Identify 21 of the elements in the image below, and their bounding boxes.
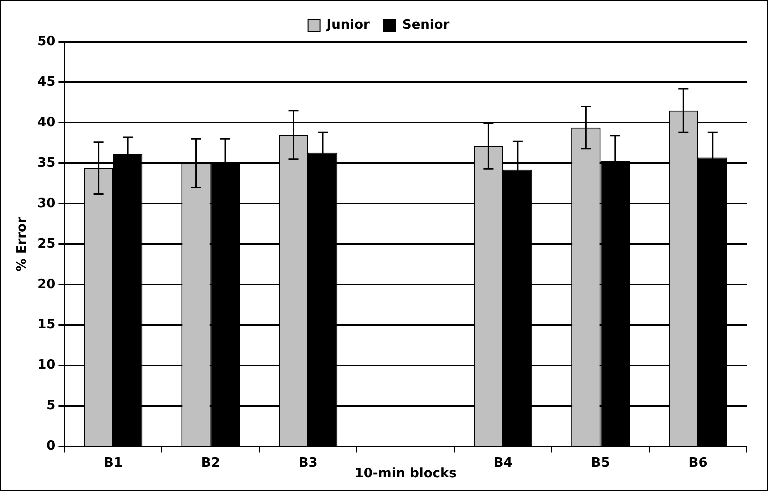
x-tick-label: B1 [104,456,123,471]
x-tick-label: B3 [298,456,318,471]
y-tick-label: 20 [38,277,56,292]
y-tick-label: 50 [38,34,56,50]
y-axis-title: % Error [15,216,30,272]
x-axis-title: 10-min blocks [354,466,458,482]
x-tick-label: B4 [494,456,513,471]
y-tick-label: 40 [38,115,56,130]
y-tick-label: 15 [38,318,56,333]
y-tick-label: 25 [38,236,56,252]
y-tick-label: 45 [38,74,56,90]
y-tick-label: 10 [38,358,56,374]
x-tick-label: B6 [688,456,708,471]
y-tick-label: 5 [46,398,56,414]
x-tick-label: B5 [591,456,610,471]
y-tick-label: 35 [38,156,56,171]
y-tick-label: 30 [38,196,56,212]
legend-label: Senior [402,18,450,33]
legend-label: Junior [326,18,371,33]
x-tick-label: B2 [201,456,220,471]
y-tick-label: 0 [46,439,56,454]
